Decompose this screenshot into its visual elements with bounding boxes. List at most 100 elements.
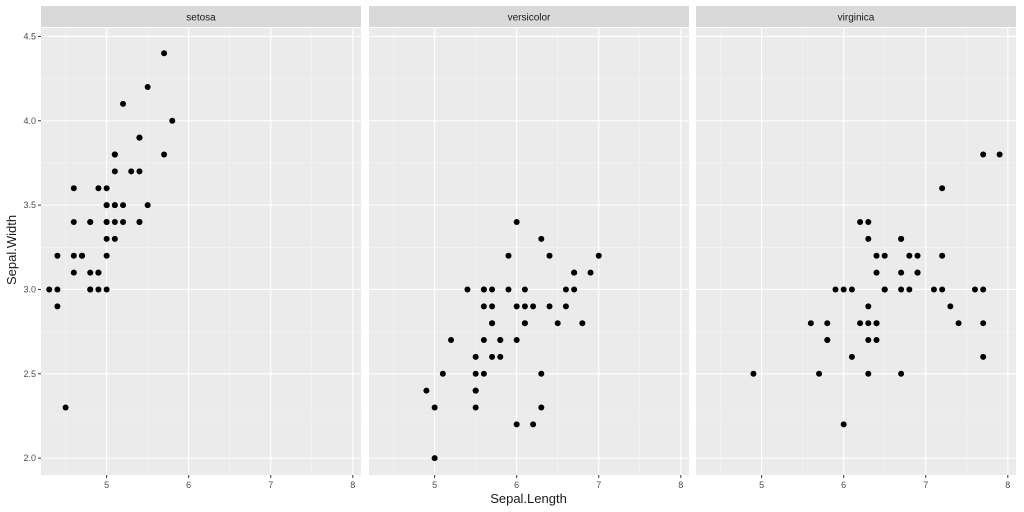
- data-point: [480, 303, 487, 310]
- y-tick-label: 2.0: [23, 453, 36, 463]
- x-tick-label: 7: [268, 480, 273, 490]
- panel-background: [41, 28, 361, 475]
- data-point: [489, 286, 496, 293]
- data-point: [898, 370, 905, 377]
- facet-strip-label: versicolor: [508, 13, 551, 24]
- data-point: [423, 387, 430, 394]
- data-point: [95, 286, 102, 293]
- data-point: [865, 320, 872, 327]
- data-point: [513, 337, 520, 344]
- data-point: [46, 286, 53, 293]
- x-tick-label: 8: [678, 480, 683, 490]
- data-point: [513, 218, 520, 225]
- data-point: [497, 353, 504, 360]
- data-point: [865, 303, 872, 310]
- x-tick-label: 8: [1005, 480, 1010, 490]
- y-tick-label: 4.0: [23, 116, 36, 126]
- facet-strip: [369, 6, 689, 27]
- x-tick-label: 7: [596, 480, 601, 490]
- data-point: [431, 404, 438, 411]
- data-point: [571, 269, 578, 276]
- data-point: [571, 286, 578, 293]
- data-point: [832, 286, 839, 293]
- y-tick-label: 4.5: [23, 31, 36, 41]
- data-point: [54, 303, 61, 310]
- data-point: [906, 286, 913, 293]
- x-tick-label: 5: [104, 480, 109, 490]
- data-point: [848, 353, 855, 360]
- data-point: [70, 185, 77, 192]
- y-axis-title: Sepal.Width: [4, 215, 19, 285]
- facet-panel-versicolor: versicolor 5 6 7 8: [369, 6, 689, 490]
- data-point: [530, 303, 537, 310]
- data-point: [136, 168, 143, 175]
- data-point: [472, 387, 479, 394]
- data-point: [873, 320, 880, 327]
- data-point: [111, 168, 118, 175]
- data-point: [579, 320, 586, 327]
- data-point: [840, 286, 847, 293]
- data-point: [930, 286, 937, 293]
- data-point: [95, 185, 102, 192]
- data-point: [120, 202, 127, 209]
- data-point: [947, 303, 954, 310]
- data-point: [538, 370, 545, 377]
- data-point: [103, 202, 110, 209]
- data-point: [54, 252, 61, 259]
- data-point: [538, 235, 545, 242]
- data-point: [980, 151, 987, 158]
- data-point: [857, 218, 864, 225]
- data-point: [489, 353, 496, 360]
- data-point: [70, 269, 77, 276]
- data-point: [103, 218, 110, 225]
- data-point: [939, 286, 946, 293]
- data-point: [111, 218, 118, 225]
- data-point: [538, 404, 545, 411]
- data-point: [161, 50, 168, 57]
- data-point: [750, 370, 757, 377]
- data-point: [439, 370, 446, 377]
- data-point: [87, 269, 94, 276]
- data-point: [480, 286, 487, 293]
- data-point: [971, 286, 978, 293]
- data-point: [111, 151, 118, 158]
- data-point: [54, 286, 61, 293]
- data-point: [955, 320, 962, 327]
- data-point: [546, 303, 553, 310]
- data-point: [144, 84, 151, 91]
- data-point: [824, 337, 831, 344]
- y-tick-label: 3.5: [23, 200, 36, 210]
- data-point: [497, 337, 504, 344]
- data-point: [865, 370, 872, 377]
- data-point: [505, 252, 512, 259]
- data-point: [939, 185, 946, 192]
- facet-strip-label: setosa: [186, 13, 216, 24]
- data-point: [807, 320, 814, 327]
- data-point: [169, 117, 176, 124]
- data-point: [873, 269, 880, 276]
- data-point: [136, 134, 143, 141]
- data-point: [848, 286, 855, 293]
- data-point: [562, 303, 569, 310]
- data-point: [472, 370, 479, 377]
- data-point: [448, 337, 455, 344]
- data-point: [898, 286, 905, 293]
- data-point: [881, 252, 888, 259]
- data-point: [103, 286, 110, 293]
- data-point: [513, 421, 520, 428]
- data-point: [70, 252, 77, 259]
- data-point: [103, 252, 110, 259]
- data-point: [161, 151, 168, 158]
- data-point: [980, 353, 987, 360]
- x-tick-label: 8: [350, 480, 355, 490]
- facet-strip: [41, 6, 361, 27]
- data-point: [873, 337, 880, 344]
- x-axis-title: Sepal.Length: [490, 491, 567, 506]
- facet-panel-setosa: setosa 5 6 7 8: [41, 6, 361, 490]
- data-point: [431, 455, 438, 462]
- data-point: [120, 100, 127, 107]
- facet-strip: [696, 6, 1016, 27]
- data-point: [472, 353, 479, 360]
- facet-panels: setosa 5 6 7 8 versicolor 5 6 7 8 virginica 5 6 7 8: [41, 6, 1016, 490]
- data-point: [546, 252, 553, 259]
